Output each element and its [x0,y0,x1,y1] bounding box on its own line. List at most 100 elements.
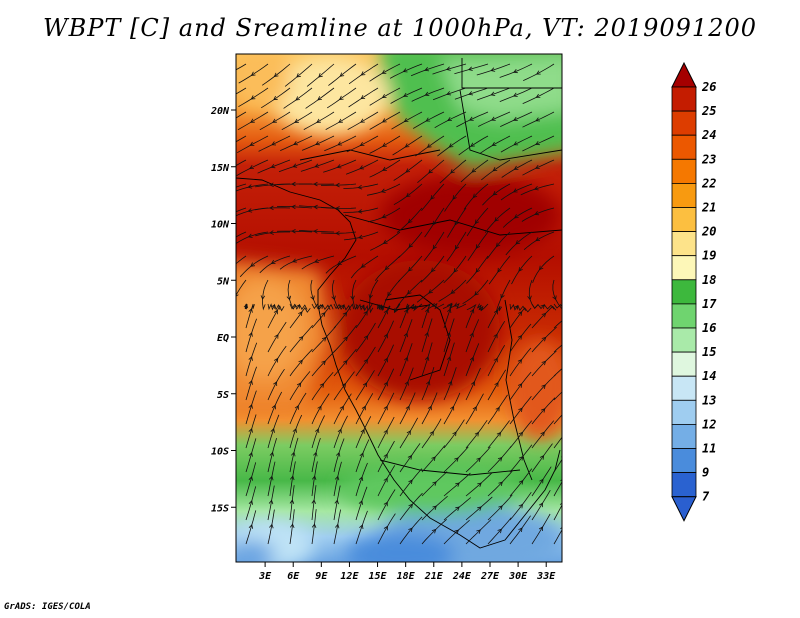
streamline [366,183,401,196]
streamline-arrow [538,526,544,532]
streamline [531,443,553,473]
streamline [301,255,335,270]
streamline [553,344,562,353]
streamline-arrow [268,475,274,481]
streamline [443,318,455,353]
streamline [305,87,335,109]
streamline [417,159,445,184]
streamline-arrow [358,500,364,505]
streamline-arrow [381,214,387,219]
streamline [262,279,269,311]
streamline-arrow [527,295,532,301]
streamline-arrow [298,335,304,341]
streamline [531,513,551,545]
streamline-arrow [382,142,387,147]
streamline [350,255,379,279]
streamline-arrow [387,291,392,297]
streamline-arrow [249,164,254,169]
streamline-arrow [268,499,274,505]
streamline-arrow [319,383,325,388]
streamline [552,279,562,310]
streamline-arrow [335,451,341,457]
colorbar-label: 12 [702,417,716,431]
streamline [499,63,533,78]
streamline-arrow [541,360,547,366]
streamline [397,279,423,306]
streamline [399,303,410,329]
streamline [311,437,321,473]
streamline [258,135,291,152]
lat-tick-label: 10N [211,220,230,231]
streamline-arrow [337,141,343,146]
streamline [287,279,297,310]
streamline [481,159,511,181]
streamline-arrow [292,258,297,263]
streamline-arrow [403,117,409,123]
colorbar-segment [671,207,697,233]
streamline [259,255,291,274]
streamline-arrow [317,96,322,101]
streamline-arrow [273,309,278,315]
streamline [421,318,433,353]
streamline-arrow [490,116,496,121]
streamline [377,465,396,497]
streamline [509,307,532,329]
streamline-arrow [446,332,451,337]
streamline-arrow [495,242,501,248]
streamline [447,207,467,238]
streamline [333,509,341,545]
streamline-arrow [311,475,317,481]
streamline [410,63,445,77]
streamline-arrow [469,332,474,338]
streamline-arrow [404,308,409,314]
colorbar-arrow-bottom [671,496,697,522]
colorbar-arrow-top [671,61,697,88]
streamline-arrow [513,116,518,121]
streamline-arrow [453,302,459,307]
streamline-arrow [250,262,255,267]
streamline-arrow [517,335,522,340]
streamline [465,343,480,377]
streamline [553,368,562,377]
streamline-arrow [315,428,320,434]
streamline [465,419,488,449]
streamline-arrow [454,220,459,226]
streamline-arrow [428,289,433,294]
streamline [458,135,489,156]
lat-tick-label: 5S [217,390,229,401]
streamline-arrow [318,73,323,78]
streamline [281,111,313,131]
streamline [487,445,512,473]
streamline-arrow [340,304,345,310]
colorbar-segment [671,134,697,160]
streamline [326,87,357,109]
streamline-arrow [498,505,503,510]
streamline-arrow [321,312,326,317]
streamline [355,510,368,545]
colorbar-segment [671,327,697,353]
streamline [531,466,552,497]
streamline-arrow [360,304,365,310]
streamline-arrow [338,95,344,100]
streamline-arrow [289,475,295,481]
streamline [355,416,372,449]
streamline [421,366,435,401]
streamline [553,414,562,425]
streamline [421,418,442,449]
streamline [321,231,357,234]
streamline [311,326,337,353]
streamline-arrow [518,407,523,413]
streamline [420,255,445,283]
streamline-arrow [248,428,253,433]
streamline-arrow [316,118,321,123]
streamline [398,255,423,282]
streamline-arrow [513,214,519,219]
streamline-arrow [535,117,541,122]
streamline-arrow [269,230,274,235]
streamline [509,303,527,311]
streamline-arrow [383,357,388,363]
lon-tick-label: 33E [536,571,556,582]
streamline-arrow [426,143,432,148]
credit-footer: GrADS: IGES/COLA [4,602,91,612]
streamline [355,303,369,312]
